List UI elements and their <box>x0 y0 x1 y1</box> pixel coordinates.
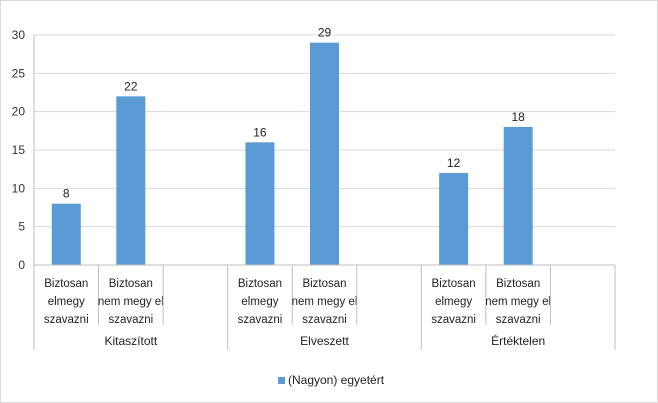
y-tick-label: 30 <box>12 28 26 42</box>
category-label: Biztosan <box>302 278 346 290</box>
data-label: 12 <box>447 156 461 170</box>
y-tick-label: 5 <box>18 220 25 234</box>
category-label: elmegy <box>241 296 278 308</box>
data-label: 29 <box>318 26 332 40</box>
category-label: szavazni <box>238 314 283 326</box>
category-label: Biztosan <box>432 278 476 290</box>
data-label: 22 <box>124 79 138 93</box>
data-label: 8 <box>63 187 70 201</box>
group-label: Elveszett <box>300 334 349 348</box>
category-label: szavazni <box>44 314 89 326</box>
bar <box>439 173 469 265</box>
category-label: nem megy el <box>485 296 551 308</box>
category-label: Biztosan <box>44 278 88 290</box>
bar <box>116 96 146 265</box>
category-label: nem megy el <box>292 296 358 308</box>
group-label: Kitaszított <box>104 334 157 348</box>
category-label: Biztosan <box>496 278 540 290</box>
category-label: Biztosan <box>109 278 153 290</box>
legend-swatch <box>278 377 285 384</box>
category-label: elmegy <box>48 296 85 308</box>
y-tick-label: 20 <box>12 105 26 119</box>
category-label: Biztosan <box>238 278 282 290</box>
data-label: 18 <box>511 110 525 124</box>
category-label: elmegy <box>435 296 472 308</box>
bar <box>503 127 533 265</box>
y-tick-label: 25 <box>12 66 26 80</box>
y-tick-label: 10 <box>12 181 26 195</box>
bar <box>245 142 275 265</box>
bar <box>310 42 339 265</box>
category-label: szavazni <box>496 314 541 326</box>
y-tick-label: 0 <box>18 258 25 272</box>
group-label: Értéktelen <box>491 333 545 348</box>
y-tick-label: 15 <box>12 143 26 157</box>
bar <box>51 203 81 265</box>
legend-label: (Nagyon) egyetért <box>288 373 385 387</box>
category-label: nem megy el <box>98 296 164 308</box>
category-label: szavazni <box>302 314 347 326</box>
data-label: 16 <box>253 125 267 139</box>
category-label: szavazni <box>431 314 476 326</box>
category-label: szavazni <box>108 314 153 326</box>
